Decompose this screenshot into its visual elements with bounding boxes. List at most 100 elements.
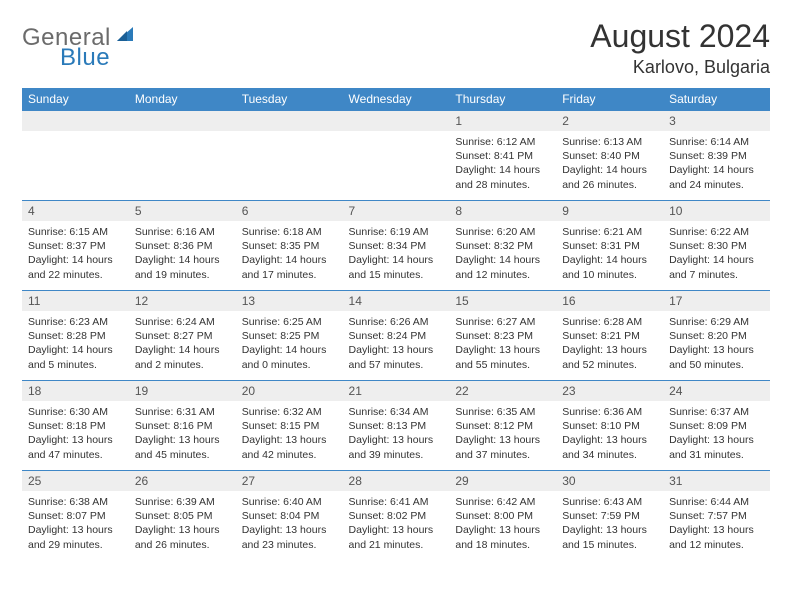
calendar-cell: 31Sunrise: 6:44 AMSunset: 7:57 PMDayligh… [663, 470, 770, 560]
day-number: 19 [129, 381, 236, 401]
day-header: Tuesday [236, 88, 343, 110]
day-number [236, 111, 343, 131]
day-number: 20 [236, 381, 343, 401]
day-number: 9 [556, 201, 663, 221]
day-number: 24 [663, 381, 770, 401]
logo-sub: Blue [22, 44, 110, 72]
calendar-cell: 23Sunrise: 6:36 AMSunset: 8:10 PMDayligh… [556, 380, 663, 470]
day-data: Sunrise: 6:38 AMSunset: 8:07 PMDaylight:… [22, 491, 129, 554]
day-header: Wednesday [343, 88, 450, 110]
calendar-cell: 5Sunrise: 6:16 AMSunset: 8:36 PMDaylight… [129, 200, 236, 290]
calendar-cell: 17Sunrise: 6:29 AMSunset: 8:20 PMDayligh… [663, 290, 770, 380]
day-data: Sunrise: 6:39 AMSunset: 8:05 PMDaylight:… [129, 491, 236, 554]
day-number: 18 [22, 381, 129, 401]
day-number: 21 [343, 381, 450, 401]
calendar-cell: 28Sunrise: 6:41 AMSunset: 8:02 PMDayligh… [343, 470, 450, 560]
day-number: 6 [236, 201, 343, 221]
calendar-row: 25Sunrise: 6:38 AMSunset: 8:07 PMDayligh… [22, 470, 770, 560]
day-number: 13 [236, 291, 343, 311]
calendar-cell: 21Sunrise: 6:34 AMSunset: 8:13 PMDayligh… [343, 380, 450, 470]
day-data: Sunrise: 6:24 AMSunset: 8:27 PMDaylight:… [129, 311, 236, 374]
calendar-cell: 4Sunrise: 6:15 AMSunset: 8:37 PMDaylight… [22, 200, 129, 290]
day-number: 11 [22, 291, 129, 311]
day-number: 1 [449, 111, 556, 131]
day-data: Sunrise: 6:15 AMSunset: 8:37 PMDaylight:… [22, 221, 129, 284]
calendar-cell: 27Sunrise: 6:40 AMSunset: 8:04 PMDayligh… [236, 470, 343, 560]
day-number: 23 [556, 381, 663, 401]
day-data: Sunrise: 6:27 AMSunset: 8:23 PMDaylight:… [449, 311, 556, 374]
day-data: Sunrise: 6:19 AMSunset: 8:34 PMDaylight:… [343, 221, 450, 284]
calendar-cell [22, 110, 129, 200]
day-data: Sunrise: 6:14 AMSunset: 8:39 PMDaylight:… [663, 131, 770, 194]
calendar-row: 4Sunrise: 6:15 AMSunset: 8:37 PMDaylight… [22, 200, 770, 290]
calendar-cell: 16Sunrise: 6:28 AMSunset: 8:21 PMDayligh… [556, 290, 663, 380]
day-data: Sunrise: 6:41 AMSunset: 8:02 PMDaylight:… [343, 491, 450, 554]
calendar-cell: 20Sunrise: 6:32 AMSunset: 8:15 PMDayligh… [236, 380, 343, 470]
day-data: Sunrise: 6:12 AMSunset: 8:41 PMDaylight:… [449, 131, 556, 194]
day-header: Monday [129, 88, 236, 110]
calendar-cell: 22Sunrise: 6:35 AMSunset: 8:12 PMDayligh… [449, 380, 556, 470]
day-data: Sunrise: 6:43 AMSunset: 7:59 PMDaylight:… [556, 491, 663, 554]
day-number: 30 [556, 471, 663, 491]
day-data: Sunrise: 6:29 AMSunset: 8:20 PMDaylight:… [663, 311, 770, 374]
day-data: Sunrise: 6:22 AMSunset: 8:30 PMDaylight:… [663, 221, 770, 284]
day-header: Friday [556, 88, 663, 110]
calendar-cell: 13Sunrise: 6:25 AMSunset: 8:25 PMDayligh… [236, 290, 343, 380]
day-number [22, 111, 129, 131]
day-data: Sunrise: 6:35 AMSunset: 8:12 PMDaylight:… [449, 401, 556, 464]
day-number: 14 [343, 291, 450, 311]
day-number: 15 [449, 291, 556, 311]
day-number: 8 [449, 201, 556, 221]
calendar-table: Sunday Monday Tuesday Wednesday Thursday… [22, 88, 770, 560]
day-data: Sunrise: 6:28 AMSunset: 8:21 PMDaylight:… [556, 311, 663, 374]
day-number: 12 [129, 291, 236, 311]
page-header: General August 2024 Karlovo, Bulgaria [22, 18, 770, 78]
day-number: 27 [236, 471, 343, 491]
day-number [343, 111, 450, 131]
calendar-cell: 25Sunrise: 6:38 AMSunset: 8:07 PMDayligh… [22, 470, 129, 560]
day-number: 7 [343, 201, 450, 221]
day-number: 5 [129, 201, 236, 221]
day-data: Sunrise: 6:31 AMSunset: 8:16 PMDaylight:… [129, 401, 236, 464]
day-data: Sunrise: 6:44 AMSunset: 7:57 PMDaylight:… [663, 491, 770, 554]
calendar-cell: 2Sunrise: 6:13 AMSunset: 8:40 PMDaylight… [556, 110, 663, 200]
day-number: 31 [663, 471, 770, 491]
day-number: 17 [663, 291, 770, 311]
day-data: Sunrise: 6:23 AMSunset: 8:28 PMDaylight:… [22, 311, 129, 374]
day-number: 26 [129, 471, 236, 491]
calendar-cell: 15Sunrise: 6:27 AMSunset: 8:23 PMDayligh… [449, 290, 556, 380]
day-data: Sunrise: 6:20 AMSunset: 8:32 PMDaylight:… [449, 221, 556, 284]
day-number: 3 [663, 111, 770, 131]
calendar-cell [343, 110, 450, 200]
day-data: Sunrise: 6:30 AMSunset: 8:18 PMDaylight:… [22, 401, 129, 464]
day-number: 28 [343, 471, 450, 491]
logo-text-blue: Blue [60, 44, 110, 71]
day-data: Sunrise: 6:32 AMSunset: 8:15 PMDaylight:… [236, 401, 343, 464]
day-number: 10 [663, 201, 770, 221]
calendar-row: 1Sunrise: 6:12 AMSunset: 8:41 PMDaylight… [22, 110, 770, 200]
calendar-cell: 24Sunrise: 6:37 AMSunset: 8:09 PMDayligh… [663, 380, 770, 470]
calendar-cell: 14Sunrise: 6:26 AMSunset: 8:24 PMDayligh… [343, 290, 450, 380]
calendar-cell [129, 110, 236, 200]
calendar-cell: 8Sunrise: 6:20 AMSunset: 8:32 PMDaylight… [449, 200, 556, 290]
calendar-cell: 19Sunrise: 6:31 AMSunset: 8:16 PMDayligh… [129, 380, 236, 470]
calendar-body: 1Sunrise: 6:12 AMSunset: 8:41 PMDaylight… [22, 110, 770, 560]
day-data: Sunrise: 6:37 AMSunset: 8:09 PMDaylight:… [663, 401, 770, 464]
logo-triangle-icon [115, 25, 135, 45]
calendar-cell: 12Sunrise: 6:24 AMSunset: 8:27 PMDayligh… [129, 290, 236, 380]
day-number: 29 [449, 471, 556, 491]
day-data: Sunrise: 6:34 AMSunset: 8:13 PMDaylight:… [343, 401, 450, 464]
calendar-cell: 18Sunrise: 6:30 AMSunset: 8:18 PMDayligh… [22, 380, 129, 470]
calendar-cell: 26Sunrise: 6:39 AMSunset: 8:05 PMDayligh… [129, 470, 236, 560]
day-number: 22 [449, 381, 556, 401]
day-data: Sunrise: 6:36 AMSunset: 8:10 PMDaylight:… [556, 401, 663, 464]
day-header-row: Sunday Monday Tuesday Wednesday Thursday… [22, 88, 770, 110]
day-number: 25 [22, 471, 129, 491]
day-header: Saturday [663, 88, 770, 110]
day-data: Sunrise: 6:40 AMSunset: 8:04 PMDaylight:… [236, 491, 343, 554]
day-data: Sunrise: 6:18 AMSunset: 8:35 PMDaylight:… [236, 221, 343, 284]
calendar-cell: 29Sunrise: 6:42 AMSunset: 8:00 PMDayligh… [449, 470, 556, 560]
location-label: Karlovo, Bulgaria [590, 57, 770, 78]
calendar-cell: 30Sunrise: 6:43 AMSunset: 7:59 PMDayligh… [556, 470, 663, 560]
calendar-cell: 1Sunrise: 6:12 AMSunset: 8:41 PMDaylight… [449, 110, 556, 200]
